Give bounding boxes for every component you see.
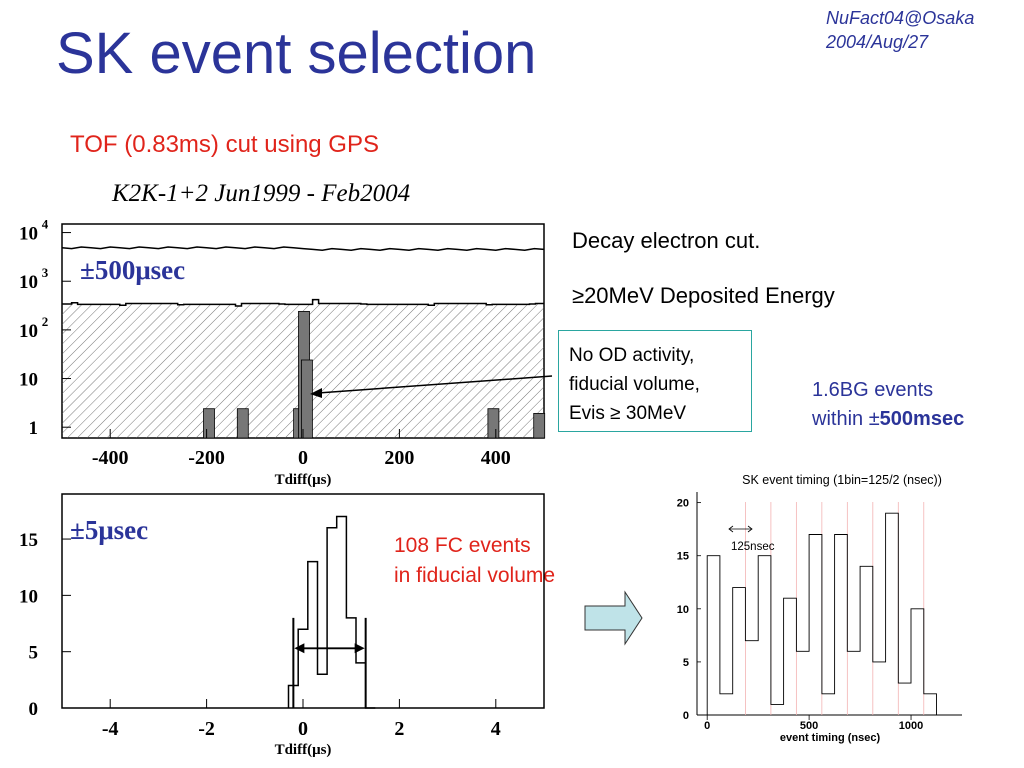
- energy-cut-note: ≥20MeV Deposited Energy: [572, 283, 835, 308]
- chart1-series: [61, 246, 545, 307]
- chart1-y-tick-label: 10: [19, 321, 38, 342]
- chart1-y-tick-exponent: 2: [42, 314, 49, 329]
- fc-events-note: 108 FC events in fiducial volume: [394, 531, 555, 591]
- chart1-x-label: Tdiff(μs): [275, 472, 332, 488]
- criteria-line: Evis ≥ 30MeV: [569, 403, 687, 424]
- chart3-y-tick-label: 0: [683, 710, 689, 722]
- bin-width-arrow-right: [747, 525, 753, 533]
- chart2-window-annotation: ±5μsec: [70, 515, 148, 545]
- criteria-line: fiducial volume,: [569, 374, 700, 395]
- chart3-x-tick-label: 500: [800, 720, 818, 732]
- chart3-histogram: [706, 512, 937, 715]
- chart2-window-arrowhead-right: [354, 643, 365, 654]
- criteria-line: No OD activity,: [569, 345, 695, 366]
- chart2-x-tick-label: -4: [102, 718, 119, 740]
- right-arrow-icon: [584, 590, 643, 646]
- chart3-title: SK event timing (1bin=125/2 (nsec)): [742, 473, 942, 487]
- tdiff-5us-chart: 0 5 10 15 -4 -2 0 2 4 ±5μsec Tdiff(μs): [19, 493, 545, 758]
- bin-width-arrow-left: [728, 525, 734, 533]
- chart1-x-tick-label: -400: [92, 447, 129, 469]
- chart2-y-tick-label: 15: [19, 530, 38, 551]
- chart1-y-axis: 1 10 10 2 10 3 10 4: [19, 217, 71, 439]
- chart1-selected-bar: [533, 412, 546, 439]
- chart2-x-tick-label: 4: [491, 718, 501, 740]
- criteria-pointer-line: [317, 375, 553, 394]
- chart2-x-tick-label: 2: [394, 718, 404, 740]
- chart2-x-tick-label: 0: [298, 718, 308, 740]
- chart2-y-tick-label: 0: [29, 699, 39, 720]
- chart3-x-ticks: 0 500 1000: [704, 715, 923, 732]
- chart1-x-tick-label: 200: [384, 447, 414, 469]
- chart1-x-tick-label: 400: [481, 447, 511, 469]
- chart3-x-tick-label: 1000: [899, 720, 923, 732]
- chart1-after-cut-line: [62, 298, 544, 307]
- chart3-y-tick-label: 5: [683, 657, 689, 669]
- bg-window: within ±500msec: [812, 405, 964, 434]
- chart1-y-tick-label: 10: [19, 224, 38, 245]
- chart1-selected-bar: [236, 408, 249, 439]
- chart3-histogram-line: [706, 512, 937, 715]
- tdiff-500us-chart: 1 10 10 2 10 3 10 4 -400 -200 0 200 400 ±500μsec Td…: [19, 217, 553, 488]
- fc-fiducial: in fiducial volume: [394, 564, 556, 587]
- chart3-y-tick-label: 10: [677, 604, 689, 616]
- conference-label: NuFact04@Osaka 2004/Aug/27: [826, 6, 974, 54]
- conference-name: NuFact04@Osaka: [826, 8, 975, 28]
- chart1-window-annotation: ±500μsec: [80, 255, 185, 285]
- chart1-total-line: [61, 246, 545, 251]
- fc-count: 108 FC events: [394, 534, 531, 557]
- background-events-note: 1.6BG events within ±500msec: [812, 376, 964, 434]
- chart2-y-axis: 0 5 10 15: [19, 530, 71, 720]
- chart2-window-arrowhead-left: [294, 643, 305, 654]
- chart2-x-axis: -4 -2 0 2 4: [102, 699, 501, 740]
- chart2-histogram-line: [287, 515, 376, 709]
- chart3-x-tick-label: 0: [704, 720, 710, 732]
- bin-width-annotation: 125nsec: [731, 541, 775, 553]
- chart1-y-tick-exponent: 3: [42, 265, 49, 280]
- bg-window-prefix: within ±: [812, 408, 880, 430]
- chart1-y-tick-label: 10: [19, 272, 38, 293]
- chart1-selected-bar: [300, 359, 313, 439]
- chart2-x-tick-label: -2: [198, 718, 215, 740]
- chart3-y-tick-label: 15: [677, 551, 689, 563]
- chart1-x-tick-label: 0: [298, 447, 308, 469]
- conference-date: 2004/Aug/27: [826, 32, 929, 52]
- chart2-y-tick-label: 10: [19, 586, 38, 607]
- bg-window-value: 500msec: [879, 408, 965, 430]
- chart1-y-tick-label: 10: [19, 370, 38, 391]
- data-period-label: K2K-1+2 Jun1999 - Feb2004: [112, 180, 411, 207]
- chart1-selected-bars: [203, 310, 546, 439]
- chart2-histogram: [287, 515, 376, 709]
- chart1-selected-bar: [487, 408, 500, 439]
- event-timing-chart: SK event timing (1bin=125/2 (nsec)) 0 5 10…: [677, 473, 962, 744]
- bg-count: 1.6BG events: [812, 379, 934, 401]
- chart3-x-label: event timing (nsec): [780, 732, 881, 744]
- chart1-y-tick-label: 1: [29, 418, 39, 439]
- chart1-selected-bar: [203, 408, 215, 439]
- selection-criteria-box: No OD activity, fiducial volume, Evis ≥ …: [558, 330, 752, 432]
- slide-title: SK event selection: [56, 21, 537, 86]
- chart1-x-tick-label: -200: [188, 447, 225, 469]
- chart2-x-label: Tdiff(μs): [275, 742, 332, 758]
- chart1-x-axis: -400 -200 0 200 400: [92, 429, 511, 469]
- tof-cut-heading: TOF (0.83ms) cut using GPS: [70, 131, 379, 158]
- chart2-y-tick-label: 5: [29, 643, 39, 664]
- decay-electron-cut-note: Decay electron cut.: [572, 228, 761, 253]
- chart3-y-ticks: 0 5 10 15 20: [677, 498, 701, 722]
- chart1-y-tick-exponent: 4: [42, 217, 49, 232]
- criteria-pointer-arrowhead: [310, 388, 322, 398]
- chart3-y-tick-label: 20: [677, 498, 689, 510]
